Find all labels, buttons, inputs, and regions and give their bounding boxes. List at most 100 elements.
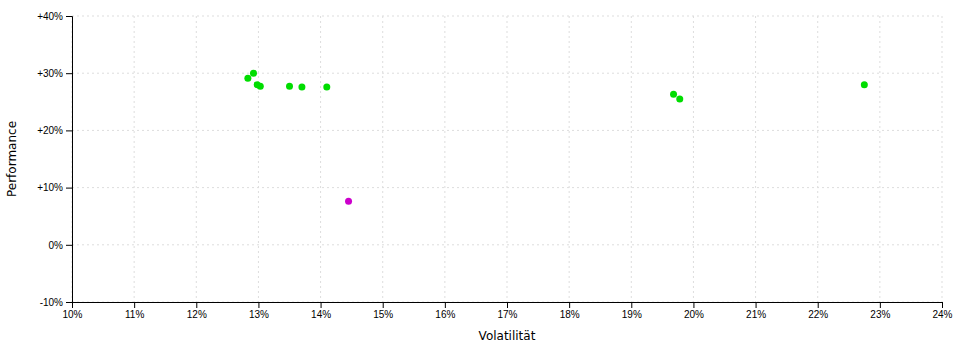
point [670,91,677,98]
x-tick: 22% [808,302,828,320]
point [250,70,257,77]
x-tick-label: 17% [497,309,517,320]
y-tick-mark [66,302,72,303]
y-tick-label: +30% [37,68,63,79]
y-grid-line [72,16,942,17]
x-tick: 10% [62,302,82,320]
x-grid-line [631,16,632,302]
y-tick-mark [66,73,72,74]
point [676,95,683,102]
x-tick: 17% [497,302,517,320]
x-grid-line [320,16,321,302]
y-tick-label: +20% [37,125,63,136]
x-grid-line [879,16,880,302]
x-tick-mark [942,302,943,308]
point [345,198,352,205]
y-tick-mark [66,16,72,17]
marks [244,70,867,205]
x-tick-mark [507,302,508,308]
x-tick: 24% [932,302,952,320]
x-grid-line [196,16,197,302]
y-axis-title: Performance [5,121,19,197]
chart-container: 10% 11% 12% 13% 14% 15% 16% 17% 18% 19% 20% 21% 22% 2… [0,0,966,350]
x-tick: 13% [249,302,269,320]
x-tick-label: 18% [560,309,580,320]
x-grid-line [569,16,570,302]
x-tick: 11% [125,302,144,320]
series [244,70,867,103]
y-grid-line [72,244,942,245]
y-axis: -10% 0% +10% +20% +30% +40% [37,11,72,308]
x-tick-label: 12% [187,309,207,320]
y-grid-line [72,73,942,74]
y-tick: +30% [37,68,72,79]
x-tick-label: 23% [870,309,890,320]
x-tick-mark [134,302,135,308]
x-tick-label: 13% [249,309,269,320]
x-grid-line [755,16,756,302]
plot-root: 10% 11% 12% 13% 14% 15% 16% 17% 18% 19% 20% 21% 22% 2… [37,11,952,320]
x-axis-title: Volatilität [479,329,536,343]
chart-svg: 10% 11% 12% 13% 14% 15% 16% 17% 18% 19% 20% 21% 22% 2… [0,0,966,350]
point [861,81,868,88]
x-axis: 10% 11% 12% 13% 14% 15% 16% 17% 18% 19% 20% 21% 22% 2… [62,302,952,320]
x-grid-line [693,16,694,302]
x-tick: 16% [435,302,455,320]
x-grid-line [258,16,259,302]
y-tick-mark [66,245,72,246]
x-tick-label: 10% [62,309,82,320]
x-grid-line [507,16,508,302]
x-tick-mark [693,302,694,308]
x-tick-mark [818,302,819,308]
x-axis-line [73,303,943,309]
x-tick: 12% [187,302,207,320]
point [323,83,330,90]
x-tick: 15% [373,302,393,320]
x-tick-label: 24% [932,309,952,320]
x-grid-line [942,16,943,302]
y-tick-mark [66,188,72,189]
x-grid-line [382,16,383,302]
x-tick-mark [445,302,446,308]
y-tick: 0% [49,240,72,251]
x-tick: 14% [311,302,331,320]
x-tick-mark [569,302,570,308]
y-tick-label: +10% [37,182,63,193]
point [244,75,251,82]
x-tick: 23% [870,302,890,320]
y-grid-line [72,187,942,188]
x-tick: 20% [684,302,704,320]
y-tick: -10% [40,297,72,308]
x-tick-label: 11% [125,309,144,320]
y-tick-label: +40% [37,11,63,22]
x-grid-line [134,16,135,302]
point [286,83,293,90]
series [345,198,352,205]
y-tick-mark [66,130,72,131]
x-tick: 21% [746,302,766,320]
x-tick-mark [196,302,197,308]
x-tick-mark [631,302,632,308]
y-tick-label: -10% [40,297,63,308]
x-tick-label: 19% [622,309,642,320]
y-axis-line [66,17,73,303]
x-tick-label: 21% [746,309,766,320]
x-grid-line [817,16,818,302]
y-tick-label: 0% [49,240,64,251]
x-tick-label: 22% [808,309,828,320]
x-tick: 18% [560,302,580,320]
x-tick: 19% [622,302,642,320]
x-tick-mark [880,302,881,308]
y-tick: +40% [37,11,72,22]
point [257,83,264,90]
x-tick-label: 20% [684,309,704,320]
y-tick: +20% [37,125,72,136]
x-tick-mark [383,302,384,308]
point [298,83,305,90]
x-tick-label: 15% [373,309,393,320]
x-tick-mark [258,302,259,308]
x-grid-line [444,16,445,302]
grid [72,16,942,302]
x-tick-mark [756,302,757,308]
x-tick-label: 16% [435,309,455,320]
